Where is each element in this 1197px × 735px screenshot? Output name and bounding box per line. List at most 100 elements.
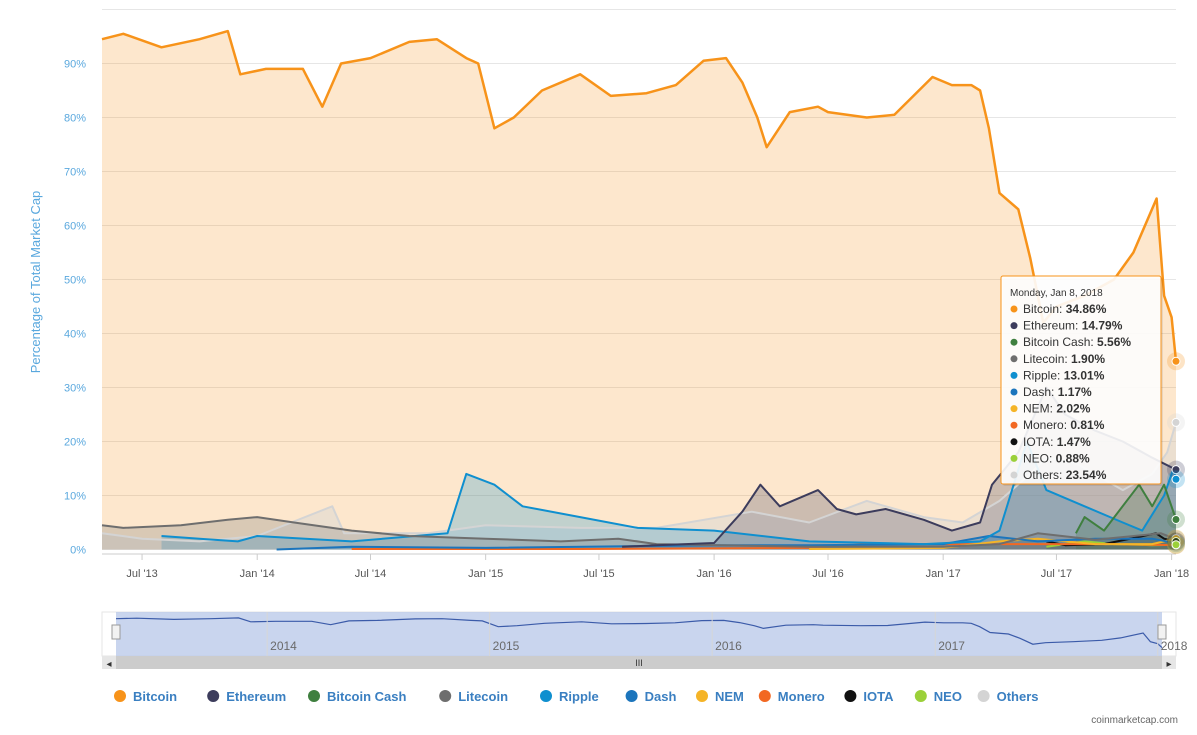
legend-swatch	[758, 690, 771, 702]
navigator-year-label: 2015	[493, 639, 520, 653]
legend-label: Ripple	[559, 689, 599, 704]
scrollbar[interactable]: III ◂ ▸	[102, 656, 1176, 670]
legend-swatch	[625, 690, 638, 702]
y-tick-label: 50%	[64, 275, 86, 287]
tooltip-swatch	[1010, 421, 1018, 429]
legend-item-others[interactable]: Others	[977, 689, 1039, 704]
legend-item-bitcoin-cash[interactable]: Bitcoin Cash	[308, 689, 407, 704]
endpoint-marker-bitcoin-cash	[1171, 514, 1181, 524]
legend: Bitcoin Ethereum Bitcoin Cash Litecoin Rippl…	[114, 689, 1039, 704]
legend-swatch	[977, 690, 990, 702]
endpoint-marker-ethereum	[1171, 465, 1181, 475]
x-tick-label: Jul '16	[812, 568, 843, 580]
x-tick-label: Jan '18	[1154, 568, 1189, 580]
tooltip-swatch	[1010, 322, 1018, 330]
y-tick-label: 20%	[64, 437, 86, 449]
series-endpoint-markers	[1167, 352, 1185, 555]
legend-item-nem[interactable]: NEM	[696, 689, 744, 704]
tooltip-series-name: Ripple:	[1023, 368, 1064, 382]
tooltip-swatch	[1010, 405, 1018, 413]
legend-swatch	[696, 690, 708, 702]
tooltip-series-value: 1.17%	[1058, 385, 1092, 399]
tooltip-row: Others: 23.54%	[1023, 468, 1107, 482]
tooltip-swatch	[1010, 305, 1018, 313]
navigator-year-label: 2014	[270, 639, 297, 653]
tooltip-row: Bitcoin Cash: 5.56%	[1023, 335, 1131, 349]
legend-item-neo[interactable]: NEO	[914, 689, 962, 704]
tooltip-series-name: Dash:	[1023, 385, 1058, 399]
tooltip-swatch	[1010, 438, 1018, 446]
legend-item-litecoin[interactable]: Litecoin	[439, 689, 508, 704]
navigator-year-labels: 2014 2015 2016 2017 2018	[266, 612, 1188, 656]
tooltip-series-value: 14.79%	[1082, 319, 1123, 333]
x-tick-label: Jan '15	[468, 568, 503, 580]
tooltip-series-name: Bitcoin:	[1023, 302, 1066, 316]
navigator-selected-range[interactable]	[116, 612, 1162, 656]
series-line-ripple	[161, 440, 1177, 546]
scrollbar-thumb[interactable]	[116, 656, 1162, 669]
navigator-year-label: 2018	[1161, 639, 1188, 653]
tooltip-series-value: 1.90%	[1071, 352, 1105, 366]
legend-item-ethereum[interactable]: Ethereum	[207, 689, 286, 704]
y-axis-ticks: 0% 10% 20% 30% 40% 50% 60% 70% 80% 90%	[64, 59, 86, 557]
navigator-year-label: 2016	[715, 639, 742, 653]
legend-label: Bitcoin	[133, 689, 177, 704]
x-tick-label: Jul '13	[126, 568, 157, 580]
tooltip: Monday, Jan 8, 2018 Bitcoin: 34.86% Ethere…	[1000, 275, 1163, 486]
legend-item-bitcoin[interactable]: Bitcoin	[114, 689, 177, 704]
scroll-right-icon: ▸	[1166, 659, 1171, 670]
tooltip-series-value: 2.02%	[1056, 402, 1090, 416]
y-tick-label: 40%	[64, 329, 86, 341]
x-tick-label: Jan '16	[697, 568, 732, 580]
x-axis-ticks: Jul '13 Jan '14 Jul '14 Jan '15 Jul '15 Jan '…	[126, 554, 1189, 580]
tooltip-series-name: Ethereum:	[1023, 319, 1082, 333]
legend-item-iota[interactable]: IOTA	[844, 689, 894, 704]
navigator-left-handle[interactable]	[111, 624, 121, 640]
legend-item-dash[interactable]: Dash	[625, 689, 677, 704]
series-area-litecoin	[102, 517, 1176, 550]
scroll-left-button[interactable]	[102, 656, 116, 669]
legend-label: Dash	[645, 689, 677, 704]
tooltip-series-name: Monero:	[1023, 418, 1070, 432]
legend-swatch	[914, 690, 927, 702]
tooltip-row: Monero: 0.81%	[1023, 418, 1105, 432]
tooltip-series-name: Bitcoin Cash:	[1023, 335, 1097, 349]
tooltip-series-value: 23.54%	[1066, 468, 1107, 482]
tooltip-swatch	[1010, 371, 1018, 379]
tooltip-row: NEM: 2.02%	[1023, 402, 1091, 416]
tooltip-row: Bitcoin: 34.86%	[1023, 302, 1107, 316]
legend-item-monero[interactable]: Monero	[758, 689, 825, 704]
tooltip-series-name: Litecoin:	[1023, 352, 1071, 366]
tooltip-row: NEO: 0.88%	[1023, 451, 1090, 465]
tooltip-series-value: 0.88%	[1056, 451, 1090, 465]
legend-item-ripple[interactable]: Ripple	[540, 689, 599, 704]
y-tick-label: 90%	[64, 59, 86, 71]
navigator-year-label: 2017	[938, 639, 965, 653]
navigator-right-handle[interactable]	[1157, 624, 1167, 640]
scroll-left-icon: ◂	[106, 659, 111, 670]
grid-lines	[102, 9, 1176, 555]
tooltip-series-name: Others:	[1023, 468, 1066, 482]
tooltip-row: Dash: 1.17%	[1023, 385, 1092, 399]
tooltip-series-value: 5.56%	[1097, 335, 1131, 349]
navigator[interactable]: 2014 2015 2016 2017 2018	[101, 611, 1188, 657]
legend-label: NEO	[934, 689, 962, 704]
endpoint-marker-ripple	[1171, 474, 1181, 484]
series-line-litecoin	[101, 516, 1177, 548]
y-tick-label: 0%	[70, 545, 86, 557]
legend-label: Monero	[778, 689, 825, 704]
x-tick-label: Jan '14	[240, 568, 275, 580]
credit-label[interactable]: coinmarketcap.com	[1091, 715, 1178, 726]
tooltip-row: IOTA: 1.47%	[1023, 435, 1091, 449]
legend-swatch	[207, 690, 220, 702]
legend-label: NEM	[715, 689, 744, 704]
legend-label: IOTA	[863, 689, 894, 704]
legend-label: Others	[997, 689, 1039, 704]
scrollbar-grip-icon: III	[635, 658, 643, 668]
tooltip-series-name: NEO:	[1023, 451, 1056, 465]
tooltip-series-value: 34.86%	[1066, 302, 1107, 316]
tooltip-swatch	[1010, 338, 1018, 346]
scroll-right-button[interactable]	[1162, 656, 1176, 669]
